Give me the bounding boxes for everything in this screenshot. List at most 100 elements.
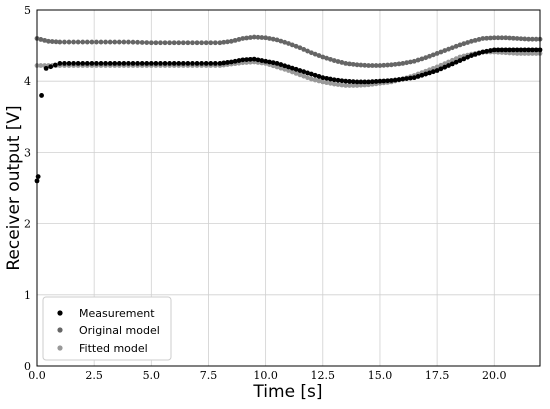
x-tick-label: 17.5 [425,369,450,382]
legend-marker-fitted-model [57,345,63,351]
data-point [343,78,349,84]
data-point [255,57,261,63]
legend-label-original-model: Original model [79,324,160,337]
data-point [522,47,528,53]
data-point [221,39,227,45]
data-point [339,82,345,88]
data-point [53,39,59,45]
data-point [522,51,528,56]
data-point [103,39,108,45]
data-point [282,66,288,72]
x-tick-label: 2.5 [85,369,103,382]
data-point [274,61,280,66]
data-point [419,72,425,78]
data-point [411,58,417,64]
data-point [228,38,234,44]
data-point [434,68,440,73]
data-point [392,77,398,83]
data-point [48,64,54,70]
data-point [430,69,436,75]
data-point [339,78,345,84]
data-point [89,61,95,66]
data-point [139,40,145,45]
data-point [94,39,99,45]
data-point [121,61,127,66]
data-point [377,63,383,68]
data-point [267,59,272,65]
data-point [217,40,223,46]
data-point [350,83,356,88]
data-point [236,58,242,63]
data-point [465,54,470,60]
y-tick-labels: 0 1 2 3 4 5 [24,4,31,373]
legend-marker-measurement [57,310,63,316]
data-point [354,62,360,68]
x-tick-label: 0.0 [28,369,46,382]
data-point [408,75,413,81]
data-point [62,39,67,45]
data-point [190,40,195,46]
data-point [80,61,86,66]
data-point [457,54,463,60]
data-point [400,76,406,82]
data-point [350,79,356,85]
data-point [423,55,429,61]
data-point [293,70,299,76]
data-point [446,63,451,68]
data-point [316,53,322,58]
data-point [270,36,276,42]
data-point [185,40,191,46]
data-point [381,62,387,68]
data-point [158,61,163,66]
y-tick-label: 5 [24,4,31,17]
data-point [347,61,352,67]
data-point [495,47,501,53]
data-point [328,76,333,82]
x-tick-label: 12.5 [311,369,336,382]
data-point [373,63,379,68]
data-point [449,57,455,63]
data-point [121,39,127,45]
data-point [153,40,159,46]
data-point [354,83,360,88]
data-point [453,59,459,65]
y-tick-label: 3 [24,146,31,159]
data-point [396,61,402,67]
data-point [135,61,141,66]
data-point [94,61,99,66]
data-point [244,35,249,41]
data-point [57,39,63,45]
data-point [244,57,249,63]
data-point [324,55,330,61]
data-point [255,34,261,40]
y-tick-label: 1 [24,289,31,302]
data-point [71,39,76,45]
data-point [199,40,205,46]
data-point [362,62,368,68]
data-point [274,64,280,70]
data-point [476,37,482,42]
data-point [457,42,463,48]
data-point [526,47,531,53]
data-point [385,78,390,84]
data-point [514,47,520,53]
data-point [312,51,318,57]
data-point [286,41,291,46]
data-point [449,45,455,51]
data-point [316,74,322,79]
data-point [388,62,394,68]
data-point [301,69,307,75]
data-point [171,61,177,66]
data-point [282,63,288,69]
data-point [484,48,490,54]
data-point [308,76,314,82]
data-point [335,59,341,64]
data-point [354,79,360,85]
data-point [465,40,470,45]
data-point [320,79,326,85]
x-tick-label: 5.0 [143,369,161,382]
data-point [369,79,375,85]
data-point [286,68,291,73]
data-points [34,34,543,184]
data-point [247,35,253,40]
